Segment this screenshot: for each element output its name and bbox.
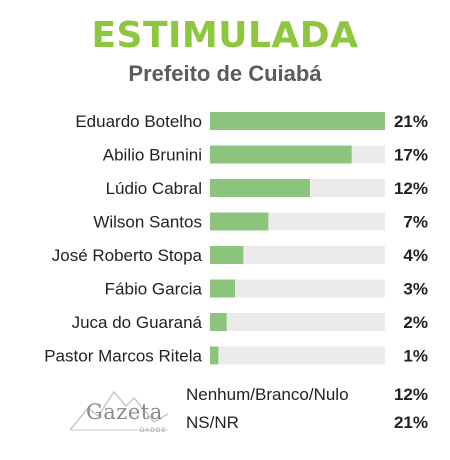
category-label: Abilio Brunini	[103, 146, 202, 165]
bar	[210, 279, 235, 298]
category-label: Juca do Guaraná	[72, 313, 203, 332]
bar	[210, 246, 244, 264]
category-label: Wilson Santos	[93, 213, 202, 232]
value-label: 12%	[394, 179, 428, 198]
category-label: José Roberto Stopa	[52, 246, 203, 265]
bar	[210, 112, 385, 130]
bar	[210, 145, 352, 164]
bar	[210, 179, 310, 197]
bar-track	[210, 346, 385, 365]
logo-line-icon	[69, 390, 169, 431]
value-label: 7%	[403, 213, 428, 232]
value-label: 2%	[403, 313, 428, 332]
bar-track	[210, 246, 385, 264]
chart-title: ESTIMULADA	[91, 15, 359, 56]
chart-subtitle: Prefeito de Cuiabá	[128, 61, 322, 86]
bar-track	[210, 279, 385, 298]
bar-track	[210, 313, 385, 331]
value-label: 4%	[403, 246, 428, 265]
others-label-nenhum: Nenhum/Branco/Nulo	[186, 385, 349, 404]
category-label: Lúdio Cabral	[106, 179, 202, 198]
gazeta-logo: Gazeta DADOS	[68, 378, 172, 438]
bar	[210, 346, 219, 365]
others-label-nsnr: NS/NR	[186, 413, 239, 432]
category-label: Fábio Garcia	[105, 280, 203, 299]
bar	[210, 313, 227, 331]
logo-name: Gazeta	[86, 400, 163, 424]
bar	[210, 212, 269, 231]
value-label: 21%	[394, 112, 428, 131]
others-value-nenhum: 12%	[393, 385, 428, 404]
others-value-nsnr: 21%	[393, 413, 428, 432]
value-label: 1%	[403, 347, 428, 366]
logo-tagline: DADOS	[140, 428, 167, 434]
category-label: Pastor Marcos Ritela	[44, 347, 202, 366]
value-label: 17%	[394, 146, 428, 165]
category-label: Eduardo Botelho	[75, 112, 202, 131]
value-label: 3%	[403, 280, 428, 299]
